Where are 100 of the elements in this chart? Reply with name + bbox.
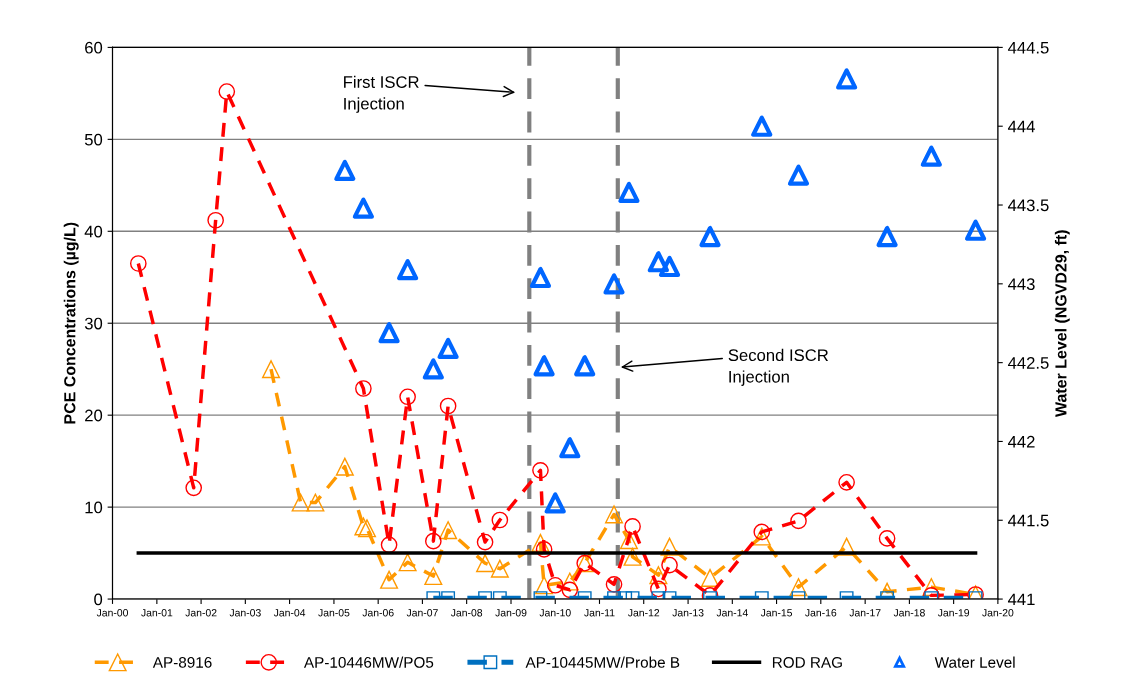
legend-label: ROD RAG (772, 656, 842, 668)
y2-axis-title: Water Level (NGVD29, ft) (1054, 230, 1070, 417)
point (623, 547, 642, 566)
point (561, 581, 579, 599)
point (476, 554, 495, 573)
x-tick-label: Jan-15 (760, 609, 793, 617)
point (574, 355, 596, 377)
annotation: First ISCR Injection (344, 75, 419, 113)
point (647, 251, 669, 273)
point (603, 273, 625, 295)
x-tick-label: Jan-06 (362, 609, 394, 617)
annotation: Second ISCR Injection (728, 348, 829, 386)
point (658, 255, 681, 278)
x-tick-label: Jan-08 (450, 609, 483, 617)
y-tick-label: 20 (85, 409, 103, 422)
point (878, 530, 896, 547)
x-tick-label: Jan-17 (849, 609, 881, 617)
point (424, 567, 443, 586)
point (532, 462, 549, 479)
point (354, 517, 373, 536)
point (533, 355, 555, 377)
point (661, 556, 678, 574)
y2-tick-label: 444.5 (1007, 41, 1049, 54)
point (185, 479, 203, 497)
point (490, 559, 509, 578)
x-tick-label: Jan-07 (406, 609, 438, 617)
y-tick-label: 10 (85, 501, 103, 514)
x-tick-label: Jan-00 (96, 609, 129, 617)
point (789, 578, 808, 597)
x-tick-label: Jan-16 (805, 609, 837, 617)
point (378, 322, 400, 344)
point (544, 492, 566, 514)
point (546, 576, 564, 594)
point (291, 493, 310, 512)
y2-tick-label: 444 (1007, 120, 1035, 133)
x-tick-label: Jan-19 (937, 609, 970, 617)
point (399, 388, 416, 406)
point (422, 358, 444, 380)
point (129, 255, 147, 272)
point (605, 505, 624, 524)
y2-tick-label: 442 (1007, 435, 1035, 448)
point (535, 541, 553, 558)
y2-tick-label: 441 (1007, 593, 1035, 606)
point (624, 518, 641, 535)
point (335, 457, 354, 476)
y-tick-label: 40 (84, 225, 103, 238)
point (964, 219, 987, 241)
x-tick-label: Jan-20 (982, 609, 1014, 617)
point (357, 519, 377, 538)
point (660, 537, 679, 556)
point (836, 68, 858, 90)
x-tick-label: Jan-12 (627, 609, 660, 617)
legend-label: AP-8916 (152, 656, 212, 668)
point (619, 531, 638, 550)
point (752, 527, 771, 546)
point (753, 523, 771, 541)
point (837, 537, 856, 556)
y-tick-label: 0 (94, 593, 103, 606)
point (439, 521, 458, 540)
legend-label: AP-10446MW/PO5 (303, 656, 434, 668)
point (262, 360, 281, 379)
x-tick-label: Jan-14 (716, 609, 748, 617)
point (787, 164, 810, 186)
point (535, 576, 554, 595)
point (398, 553, 417, 572)
x-tick-label: Jan-04 (273, 609, 306, 617)
x-tick-label: Jan-01 (141, 609, 173, 617)
y-axis-title: PCE Concentrations (µg/L) (63, 222, 79, 424)
x-tick-label: Jan-03 (229, 609, 261, 617)
y2-tick-label: 443.5 (1007, 199, 1049, 212)
point (334, 159, 356, 181)
point (650, 580, 667, 598)
y-tick-label: 50 (84, 133, 103, 146)
x-tick-label: Jan-18 (893, 609, 925, 617)
point (218, 83, 236, 100)
point (649, 566, 668, 585)
point (355, 380, 372, 397)
point (876, 225, 898, 248)
point (618, 181, 640, 204)
point (424, 532, 442, 550)
point (380, 570, 399, 589)
point (559, 437, 581, 459)
point (699, 225, 721, 248)
y2-tick-label: 443 (1007, 278, 1035, 291)
legend-label: AP-10445MW/Probe B (525, 656, 680, 668)
point (437, 337, 459, 360)
y2-tick-label: 441.5 (1007, 514, 1049, 527)
point (207, 211, 224, 229)
point (790, 512, 807, 530)
point (920, 145, 942, 167)
point (439, 397, 457, 415)
y-tick-label: 30 (84, 317, 103, 330)
x-tick-label: Jan-05 (318, 609, 350, 617)
point (397, 259, 419, 281)
point (306, 493, 325, 512)
x-tick-label: Jan-10 (539, 609, 571, 617)
point (751, 115, 773, 137)
point (560, 572, 579, 591)
x-tick-label: Jan-02 (185, 609, 217, 617)
x-tick-label: Jan-11 (584, 609, 615, 617)
